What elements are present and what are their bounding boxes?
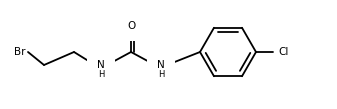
Text: H: H [98,70,104,78]
Text: O: O [127,21,135,31]
Text: N: N [157,60,165,70]
Text: H: H [158,70,164,78]
Text: N: N [97,60,105,70]
Text: Cl: Cl [278,47,288,57]
Text: Br: Br [14,47,26,57]
